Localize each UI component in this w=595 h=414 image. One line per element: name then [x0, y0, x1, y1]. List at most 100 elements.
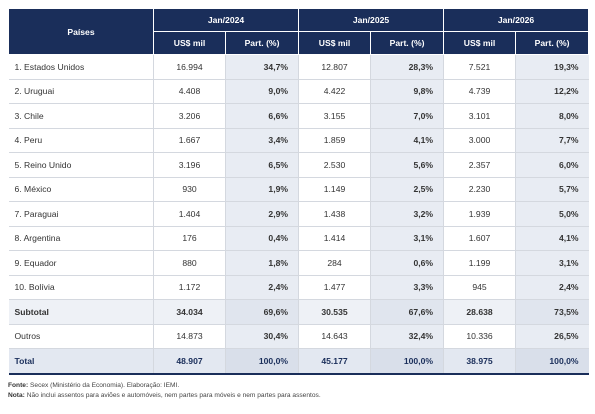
share-cell: 2,4% — [225, 275, 300, 300]
share-cell: 67,6% — [370, 299, 445, 325]
share-cell: 6,0% — [515, 152, 589, 178]
source-label: Fonte: — [8, 382, 29, 389]
exports-by-country-table: Países Jan/2024 Jan/2025 Jan/2026 US$ mi… — [8, 8, 590, 375]
share-cell: 1,9% — [225, 177, 300, 202]
table-row: 10. Bolívia 1.172 2,4% 1.477 3,3% 945 2,… — [8, 275, 589, 300]
share-cell: 0,4% — [225, 226, 300, 251]
value-cell: 880 — [153, 250, 226, 276]
value-cell: 1.199 — [443, 250, 517, 276]
value-cell: 1.438 — [298, 201, 372, 227]
value-cell: 14.873 — [153, 324, 226, 349]
value-header: US$ mil — [298, 31, 372, 55]
value-cell: 38.975 — [443, 348, 517, 375]
value-cell: 4.422 — [298, 79, 372, 104]
share-cell: 6,5% — [225, 152, 300, 178]
share-cell: 100,0% — [515, 348, 589, 375]
period-header-2024: Jan/2024 — [152, 8, 300, 32]
value-cell: 1.414 — [298, 226, 372, 251]
share-cell: 9,8% — [370, 79, 445, 104]
paises-header: Países — [8, 8, 154, 55]
value-cell: 10.336 — [443, 324, 517, 349]
share-cell: 7,7% — [515, 128, 589, 153]
share-cell: 6,6% — [225, 103, 300, 129]
share-cell: 26,5% — [515, 324, 589, 349]
value-cell: 1.477 — [298, 275, 372, 300]
value-cell: 2.230 — [443, 177, 517, 202]
share-cell: 3,4% — [225, 128, 300, 153]
value-cell: 1.149 — [298, 177, 372, 202]
share-cell: 2,4% — [515, 275, 589, 300]
value-cell: 14.643 — [298, 324, 372, 349]
share-cell: 9,0% — [225, 79, 300, 104]
share-cell: 8,0% — [515, 103, 589, 129]
value-cell: 3.101 — [443, 103, 517, 129]
share-cell: 5,6% — [370, 152, 445, 178]
footnote: Nota: Não inclui assentos para aviões e … — [8, 391, 588, 401]
table-header: Países Jan/2024 Jan/2025 Jan/2026 US$ mi… — [8, 8, 590, 55]
period-header-2025: Jan/2025 — [298, 8, 445, 32]
value-cell: 1.939 — [443, 201, 517, 227]
share-cell: 3,2% — [370, 201, 445, 227]
table-row: 5. Reino Unido 3.196 6,5% 2.530 5,6% 2.3… — [8, 152, 589, 178]
value-header: US$ mil — [443, 31, 517, 55]
share-cell: 19,3% — [515, 54, 589, 80]
table-body: 1. Estados Unidos 16.994 34,7% 12.807 28… — [8, 54, 589, 375]
value-cell: 2.530 — [298, 152, 372, 178]
table-row: 8. Argentina 176 0,4% 1.414 3,1% 1.607 4… — [8, 226, 589, 251]
table-row: 9. Equador 880 1,8% 284 0,6% 1.199 3,1% — [8, 250, 589, 276]
country-cell: 7. Paraguai — [8, 201, 154, 227]
country-cell: 6. México — [8, 177, 154, 202]
value-cell: 16.994 — [153, 54, 226, 80]
subtotal-label: Subtotal — [8, 299, 154, 325]
value-cell: 30.535 — [298, 299, 372, 325]
value-cell: 1.667 — [153, 128, 226, 153]
country-cell: 2. Uruguai — [8, 79, 154, 104]
share-cell: 1,8% — [225, 250, 300, 276]
value-cell: 3.000 — [443, 128, 517, 153]
share-cell: 3,1% — [370, 226, 445, 251]
value-cell: 2.357 — [443, 152, 517, 178]
value-cell: 7.521 — [443, 54, 517, 80]
value-cell: 930 — [153, 177, 226, 202]
table-row: 1. Estados Unidos 16.994 34,7% 12.807 28… — [8, 54, 589, 80]
source-note: Fonte: Secex (Ministério da Economia). E… — [8, 381, 588, 391]
value-cell: 1.859 — [298, 128, 372, 153]
value-cell: 34.034 — [153, 299, 226, 325]
value-cell: 48.907 — [153, 348, 226, 375]
share-header: Part. (%) — [224, 31, 300, 55]
share-cell: 30,4% — [225, 324, 300, 349]
outros-label: Outros — [8, 324, 154, 349]
value-cell: 3.155 — [298, 103, 372, 129]
share-cell: 73,5% — [515, 299, 589, 325]
share-cell: 3,3% — [370, 275, 445, 300]
share-cell: 28,3% — [370, 54, 445, 80]
export-table-container: Países Jan/2024 Jan/2025 Jan/2026 US$ mi… — [8, 8, 590, 375]
country-cell: 10. Bolívia — [8, 275, 154, 300]
table-footnotes: Fonte: Secex (Ministério da Economia). E… — [8, 381, 588, 401]
value-header: US$ mil — [153, 31, 226, 55]
share-cell: 100,0% — [370, 348, 445, 375]
share-cell: 5,0% — [515, 201, 589, 227]
share-header: Part. (%) — [515, 31, 590, 55]
outros-row: Outros 14.873 30,4% 14.643 32,4% 10.336 … — [8, 324, 589, 349]
value-cell: 1.607 — [443, 226, 517, 251]
footnote-label: Nota: — [8, 392, 25, 399]
country-cell: 8. Argentina — [8, 226, 154, 251]
share-cell: 100,0% — [225, 348, 300, 375]
share-cell: 7,0% — [370, 103, 445, 129]
table-row: 4. Peru 1.667 3,4% 1.859 4,1% 3.000 7,7% — [8, 128, 589, 153]
value-cell: 1.172 — [153, 275, 226, 300]
share-cell: 69,6% — [225, 299, 300, 325]
total-row: Total 48.907 100,0% 45.177 100,0% 38.975… — [8, 348, 589, 375]
value-cell: 28.638 — [443, 299, 517, 325]
value-cell: 284 — [298, 250, 372, 276]
share-cell: 4,1% — [515, 226, 589, 251]
value-cell: 4.408 — [153, 79, 226, 104]
value-cell: 176 — [153, 226, 226, 251]
country-cell: 1. Estados Unidos — [8, 54, 154, 80]
share-cell: 5,7% — [515, 177, 589, 202]
value-cell: 4.739 — [443, 79, 517, 104]
period-header-2026: Jan/2026 — [443, 8, 590, 32]
share-header: Part. (%) — [370, 31, 445, 55]
total-label: Total — [8, 348, 154, 375]
